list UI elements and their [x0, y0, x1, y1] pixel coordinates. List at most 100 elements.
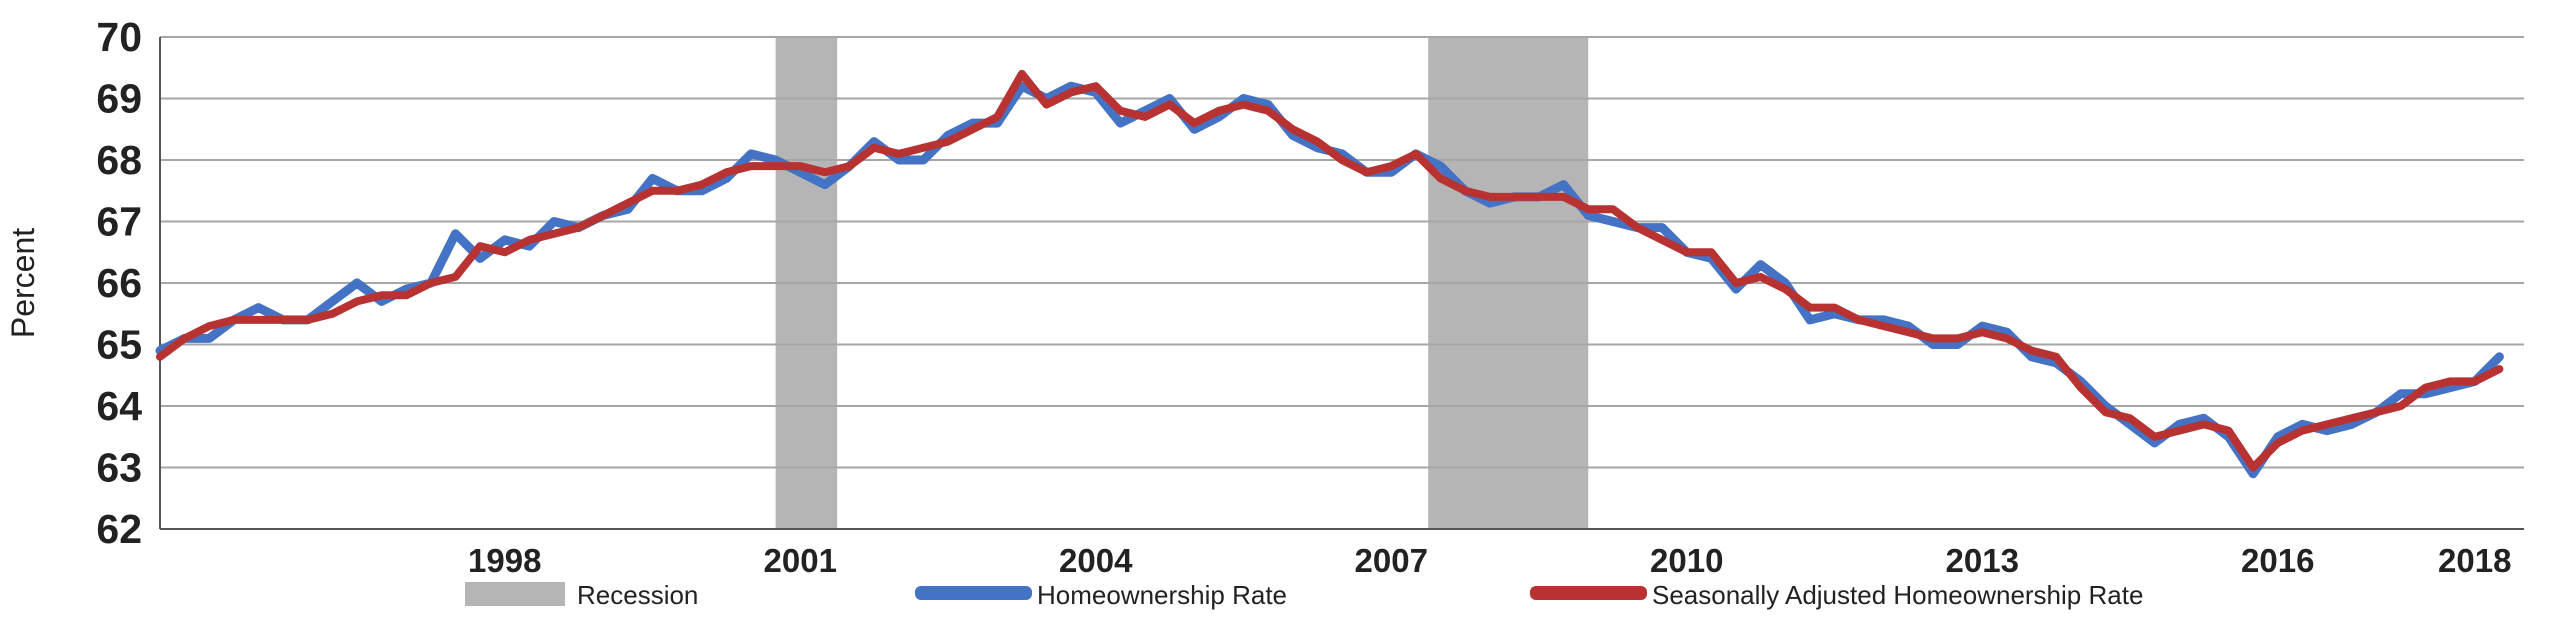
legend: Recession Homeownership Rate Seasonally Ad…	[465, 580, 2143, 610]
data-point	[1980, 330, 1984, 334]
data-point	[1020, 84, 1024, 88]
data-point	[1315, 140, 1319, 144]
data-point	[774, 158, 778, 162]
data-point	[1562, 195, 1566, 199]
data-point	[1118, 109, 1122, 113]
data-point	[1537, 195, 1541, 199]
data-point	[1069, 84, 1073, 88]
data-point	[355, 299, 359, 303]
data-point	[1586, 207, 1590, 211]
data-point	[1611, 207, 1615, 211]
data-point	[1217, 115, 1221, 119]
data-point	[2251, 472, 2255, 476]
data-point	[1168, 97, 1172, 100]
data-point	[1340, 158, 1344, 162]
data-point	[1389, 170, 1393, 174]
data-point	[355, 281, 359, 285]
data-point	[1266, 109, 1270, 113]
data-point	[1759, 263, 1763, 267]
data-point	[1143, 109, 1147, 113]
data-point	[1217, 109, 1221, 113]
data-point	[2202, 422, 2206, 426]
data-point	[257, 306, 260, 310]
x-tick-label: 2007	[1355, 542, 1428, 579]
data-point	[2079, 386, 2083, 390]
data-point	[1045, 103, 1048, 107]
y-tick-label: 66	[96, 260, 142, 306]
data-point	[1931, 343, 1935, 346]
data-point	[700, 183, 704, 187]
data-point	[503, 250, 507, 254]
data-point	[971, 127, 975, 131]
data-point	[823, 170, 827, 174]
data-point	[552, 232, 556, 236]
data-point	[2325, 429, 2329, 433]
data-point	[2005, 336, 2009, 340]
data-point	[1242, 103, 1245, 107]
x-tick-label: 2010	[1650, 542, 1723, 579]
axes	[159, 37, 2524, 530]
data-point	[626, 207, 630, 211]
data-point	[1660, 226, 1664, 230]
data-point	[2374, 410, 2378, 414]
data-point	[404, 293, 408, 297]
data-point	[921, 158, 925, 162]
data-point	[749, 164, 753, 168]
data-point	[2128, 416, 2132, 420]
data-point	[651, 176, 654, 180]
data-point	[1069, 90, 1073, 94]
data-point	[2153, 435, 2157, 439]
data-point	[1709, 250, 1713, 254]
data-point	[281, 318, 285, 322]
data-point	[1906, 330, 1910, 334]
data-point	[2473, 379, 2477, 383]
data-point	[1562, 183, 1566, 187]
data-point	[2202, 416, 2206, 420]
data-point	[306, 318, 310, 322]
legend-swatch	[915, 586, 1032, 600]
data-point	[2350, 416, 2354, 420]
data-point	[1660, 238, 1664, 242]
data-point	[2399, 392, 2403, 396]
data-point	[1414, 152, 1418, 156]
data-point	[1882, 324, 1886, 328]
data-point	[1118, 121, 1122, 125]
data-point	[207, 336, 211, 340]
data-point	[1192, 127, 1196, 131]
legend-label: Homeownership Rate	[1037, 580, 1287, 610]
data-point	[478, 244, 482, 248]
data-point	[183, 336, 187, 340]
data-point	[1980, 324, 1984, 328]
y-tick-label: 62	[96, 506, 142, 552]
series-2	[156, 69, 2504, 472]
x-tick-label: 2004	[1059, 542, 1133, 579]
data-point	[2177, 422, 2181, 426]
data-point	[1956, 343, 1960, 346]
x-tick-label: 2018	[2438, 542, 2511, 579]
series-line-1	[155, 81, 2504, 479]
data-point	[1611, 220, 1615, 223]
y-tick-label: 65	[96, 322, 142, 368]
data-point	[1168, 103, 1172, 107]
data-point	[454, 232, 457, 236]
data-point	[1734, 287, 1738, 291]
data-point	[774, 164, 778, 168]
data-point	[478, 256, 482, 260]
legend-label: Seasonally Adjusted Homeownership Rate	[1652, 580, 2143, 610]
data-point	[2300, 429, 2304, 433]
data-point	[1439, 176, 1442, 180]
data-point	[527, 238, 531, 242]
x-tick-label: 2001	[764, 542, 837, 579]
x-tick-label: 2016	[2241, 542, 2314, 579]
data-point	[207, 324, 211, 328]
data-point	[1636, 226, 1639, 230]
legend-item-2: Homeownership Rate	[915, 580, 1287, 610]
data-point	[1759, 275, 1763, 279]
data-point	[2424, 386, 2427, 390]
data-point	[651, 189, 654, 193]
y-tick-label: 69	[96, 76, 142, 122]
data-point	[2103, 410, 2107, 414]
data-point	[2399, 404, 2403, 408]
data-point	[848, 164, 851, 168]
data-point	[2276, 435, 2280, 439]
